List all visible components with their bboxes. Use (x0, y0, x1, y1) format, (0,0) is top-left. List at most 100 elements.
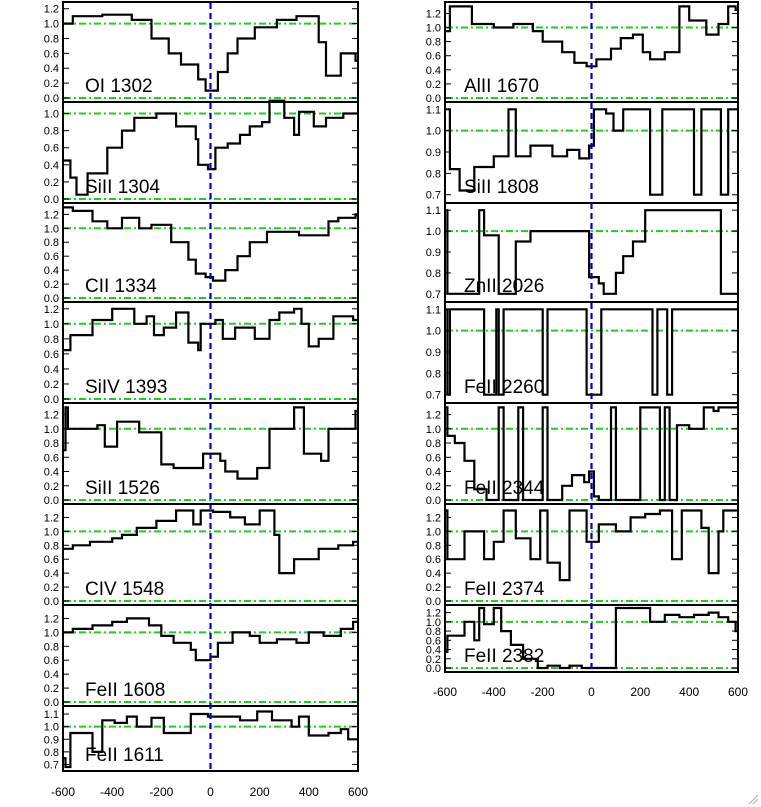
y-tick-label: 0.2 (426, 79, 441, 91)
y-tick-label: 0.6 (44, 655, 59, 667)
x-tick-label: 200 (630, 685, 650, 699)
resize-grip-icon[interactable] (747, 793, 759, 805)
y-tick-label: 0.2 (426, 654, 441, 666)
y-tick-label: 1.1 (426, 104, 441, 116)
y-tick-label: 0.9 (426, 347, 441, 359)
panel: 0.0 0.2 0.4 0.6 0.8 1.0 1.2 CIV 1548 (44, 503, 359, 608)
y-tick-label: 1.1 (44, 709, 59, 721)
y-tick-label: 0.4 (44, 63, 59, 75)
y-tick-label: 0.4 (426, 568, 441, 580)
spectrum-series (445, 606, 738, 670)
line-label: SiIV 1393 (85, 377, 167, 398)
y-tick-label: 0.6 (426, 452, 441, 464)
spectrum-series (63, 206, 358, 282)
y-tick-label: 1.0 (426, 326, 441, 338)
y-tick-label: 0.7 (44, 759, 59, 771)
y-tick-label: 0.0 (426, 93, 441, 105)
y-tick-label: 0.8 (426, 368, 441, 380)
y-tick-label: 0.8 (44, 438, 59, 450)
x-tick-label: 400 (679, 685, 699, 699)
y-tick-label: 1.0 (426, 126, 441, 138)
spectrum-series (63, 509, 358, 575)
x-tick-label: -600 (433, 685, 457, 699)
spectrum-series (63, 406, 358, 480)
y-tick-label: 0.8 (426, 540, 441, 552)
y-tick-label: 0.8 (426, 626, 441, 638)
y-tick-label: 0.0 (44, 194, 59, 206)
y-tick-label: 1.2 (44, 304, 59, 316)
x-tick-label: 400 (299, 785, 319, 799)
spectrum-series (445, 308, 738, 396)
y-tick-label: 0.6 (44, 554, 59, 566)
y-tick-label: 1.0 (44, 722, 59, 734)
y-tick-label: 0.8 (44, 641, 59, 653)
line-label: FeII 2374 (464, 579, 545, 600)
spectrum-series (63, 99, 358, 196)
panel: 0.00.20.40.60.81.01.2 FeII 2382 (426, 604, 739, 675)
panel: 0.70.80.91.01.1 FeII 1611 (44, 705, 359, 772)
x-tick-label: 600 (728, 685, 748, 699)
x-tick-label: -400 (100, 785, 124, 799)
y-tick-label: 0.4 (44, 265, 59, 277)
y-tick-label: 0.6 (44, 143, 59, 155)
spectrum-series (63, 13, 358, 92)
y-tick-label: 0.0 (426, 596, 441, 608)
y-tick-label: 0.4 (44, 160, 59, 172)
spectrum-series (63, 617, 358, 662)
y-tick-label: 0.4 (426, 645, 441, 657)
y-tick-label: 0.2 (426, 582, 441, 594)
line-label: ZnII 2026 (464, 276, 544, 297)
spectrum-series (445, 209, 738, 295)
spectrum-series (445, 406, 738, 502)
y-tick-label: 0.4 (426, 65, 441, 77)
y-tick-label: 1.0 (426, 617, 441, 629)
panel: 0.0 0.2 0.4 0.6 0.8 1.0 1.2 FeII 2344 (426, 402, 739, 507)
y-tick-label: 0.2 (44, 481, 59, 493)
y-tick-label: 0.8 (426, 268, 441, 280)
line-label: FeII 1608 (85, 680, 165, 701)
y-tick-label: 0.4 (44, 568, 59, 580)
y-tick-label: 0.0 (44, 495, 59, 507)
y-tick-label: 1.0 (426, 424, 441, 436)
y-tick-label: 1.0 (44, 223, 59, 235)
y-tick-label: 0.8 (44, 540, 59, 552)
y-tick-label: 0.8 (426, 438, 441, 450)
y-tick-label: 1.0 (44, 627, 59, 639)
panel: 0.7 0.8 0.9 1.0 1.1 SiII 1808 (426, 101, 739, 204)
panel: 0.0 0.2 0.4 0.6 0.8 1.0 1.2 OI 1302 (44, 1, 359, 105)
panel: 0.0 0.2 0.4 0.6 0.8 1.0 SiII 1304 (44, 99, 359, 206)
y-tick-label: 0.6 (426, 51, 441, 63)
x-tick-label: -400 (482, 685, 506, 699)
line-label: CII 1334 (85, 276, 157, 297)
y-tick-label: 0.4 (44, 364, 59, 376)
y-tick-label: 0.7 (426, 390, 441, 402)
y-tick-label: 0.0 (44, 394, 59, 406)
line-label: SiII 1526 (85, 478, 160, 499)
y-tick-label: 0.8 (44, 126, 59, 138)
y-tick-label: 1.0 (44, 319, 59, 331)
y-tick-label: 1.2 (44, 613, 59, 625)
y-tick-label: 1.0 (44, 424, 59, 436)
y-tick-label: 0.9 (426, 147, 441, 159)
line-label: FeII 2260 (464, 377, 544, 398)
panel: 0.0 0.2 0.4 0.6 0.8 1.0 1.2 SiII 1526 (44, 402, 359, 507)
line-label: FeII 2344 (464, 478, 545, 499)
y-tick-label: 1.0 (44, 109, 59, 121)
y-tick-label: 0.2 (44, 177, 59, 189)
y-tick-label: 0.8 (44, 747, 59, 759)
spectrum-series (63, 710, 358, 769)
spectrum-series (63, 307, 358, 352)
y-tick-label: 1.2 (44, 4, 59, 16)
panel: 0.7 0.8 0.9 1.0 1.1 ZnII 2026 (426, 202, 739, 303)
y-tick-label: 0.2 (44, 683, 59, 695)
y-tick-label: 1.0 (426, 526, 441, 538)
y-tick-label: 1.1 (426, 205, 441, 217)
panel: 0.7 0.8 0.9 1.0 1.1 FeII 2260 (426, 301, 739, 404)
x-tick-label: -200 (149, 785, 173, 799)
spectrum-series (445, 5, 738, 68)
line-label: FeII 2382 (464, 646, 544, 667)
x-tick-label: 0 (588, 685, 595, 699)
y-tick-label: 0.0 (44, 93, 59, 105)
